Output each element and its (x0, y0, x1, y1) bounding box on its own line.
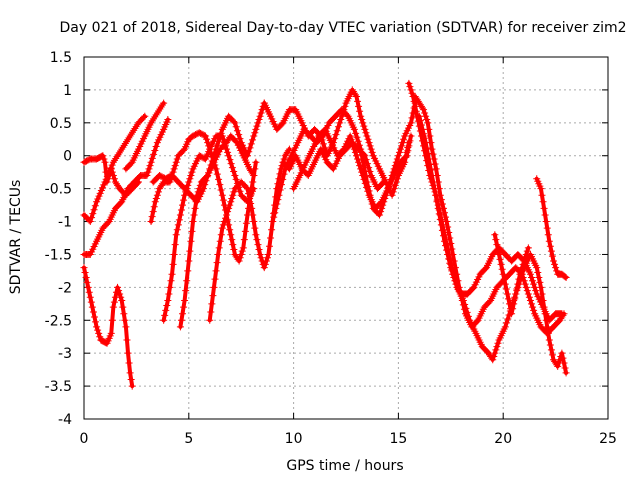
series-markers (491, 231, 532, 318)
series-track-4 (80, 116, 172, 258)
plot-frame (83, 56, 609, 420)
axis-ticks: 0 5 10 15 20 25 -4 -3.5 -3 -2.5 -2 -1.5 -1 -0.5 0 0.5 1 1… (45, 50, 617, 447)
series-track-9 (149, 99, 268, 206)
series-track-19 (533, 175, 570, 281)
y-tick-label: -3.5 (45, 379, 72, 395)
y-tick-label: -4 (58, 412, 72, 428)
series-markers (533, 175, 570, 281)
chart-title: Day 021 of 2018, Sidereal Day-to-day VTE… (60, 20, 627, 36)
series-markers (149, 99, 268, 206)
x-axis-label: GPS time / hours (286, 458, 403, 474)
series-track-10 (122, 99, 168, 173)
y-tick-label: 0 (63, 149, 72, 165)
x-tick-label: 20 (494, 431, 512, 447)
y-tick-label: -1 (58, 215, 72, 231)
series-track-18 (491, 231, 532, 318)
y-axis-label: SDTVAR / TECUs (8, 180, 24, 295)
series-markers (80, 264, 136, 390)
y-tick-label: -3 (58, 346, 72, 362)
y-tick-label: 1 (63, 83, 72, 99)
y-tick-label: -2 (58, 280, 72, 296)
series-markers (80, 116, 172, 258)
series-track-14 (279, 139, 388, 193)
series-markers (122, 99, 168, 173)
x-tick-label: 0 (80, 431, 89, 447)
data-series (80, 79, 570, 390)
series-track-8 (206, 145, 293, 324)
y-tick-label: -1.5 (45, 247, 72, 263)
x-tick-label: 10 (285, 431, 303, 447)
grid-lines (84, 57, 608, 419)
series-track-17 (415, 112, 570, 377)
x-tick-label: 5 (184, 431, 193, 447)
series-markers (279, 139, 388, 193)
x-tick-label: 15 (389, 431, 407, 447)
y-tick-label: -2.5 (45, 313, 72, 329)
series-markers (290, 125, 415, 212)
x-tick-label: 25 (599, 431, 617, 447)
series-trace (417, 114, 569, 375)
series-trace (534, 176, 569, 280)
y-tick-label: 1.5 (50, 50, 72, 66)
series-markers (415, 112, 570, 377)
y-tick-label: -0.5 (45, 182, 72, 198)
series-track-3 (80, 264, 136, 390)
series-markers (260, 86, 413, 199)
y-tick-label: 0.5 (50, 116, 72, 132)
